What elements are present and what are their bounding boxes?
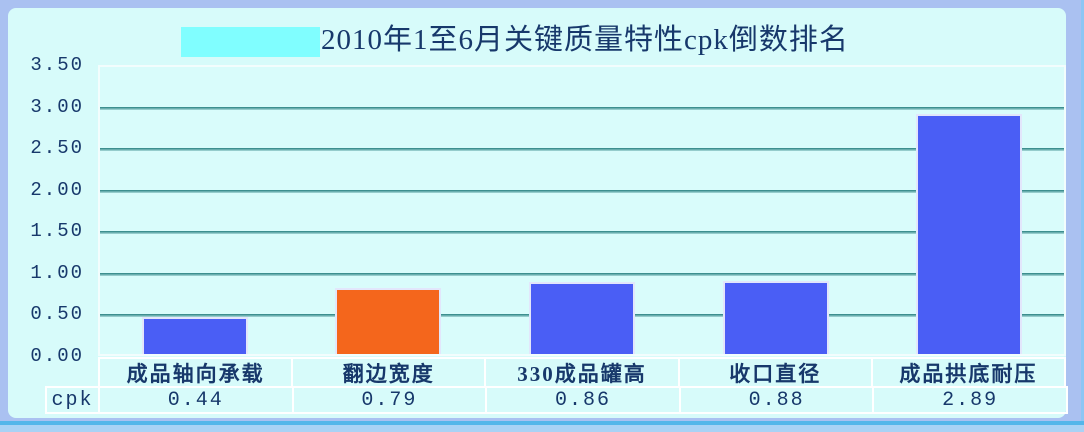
gridline: [100, 189, 1064, 193]
chart-panel: 2010年1至6月关键质量特性cpk倒数排名 3.50 3.00 2.50 2.00 1…: [8, 8, 1068, 418]
cpk-value: 0.44: [98, 388, 292, 412]
bar: [335, 288, 442, 354]
bottom-accent-line: [0, 421, 1084, 425]
cpk-value: 0.86: [485, 388, 679, 412]
bottom-band: [0, 425, 1084, 432]
cpk-value: 2.89: [872, 388, 1068, 412]
category-label: 330成品罐高: [484, 359, 677, 386]
gridline: [100, 106, 1064, 110]
y-tick-label: 0.00: [30, 345, 84, 367]
y-tick-label: 0.50: [30, 303, 84, 326]
chart-title: 2010年1至6月关键质量特性cpk倒数排名: [321, 24, 849, 56]
bar: [722, 281, 829, 354]
cpk-value: 0.88: [678, 388, 873, 412]
y-tick-label: 3.00: [30, 95, 84, 118]
plot-area: [98, 65, 1066, 356]
right-accent-line: [1081, 0, 1084, 432]
gridline: [100, 231, 1064, 235]
cpk-value-row: cpk 0.44 0.79 0.86 0.88 2.89: [45, 386, 1068, 414]
category-label: 翻边宽度: [291, 359, 484, 386]
title-highlight: [181, 27, 320, 57]
y-tick-label: 2.00: [30, 178, 84, 201]
category-row: 成品轴向承载 翻边宽度 330成品罐高 收口直径 成品拱底耐压: [98, 357, 1067, 386]
category-label: 成品轴向承载: [98, 359, 291, 386]
y-tick-label: 1.00: [30, 261, 84, 284]
gridline: [100, 148, 1064, 152]
cpk-row-label: cpk: [45, 388, 98, 412]
bar: [529, 282, 635, 354]
category-label: 成品拱底耐压: [870, 359, 1067, 386]
category-label: 收口直径: [677, 359, 871, 386]
y-tick-label: 3.50: [30, 54, 84, 76]
bar: [916, 114, 1023, 354]
y-tick-label: 1.50: [30, 220, 84, 243]
y-tick-label: 2.50: [30, 137, 84, 160]
bar: [141, 317, 248, 354]
cpk-value: 0.79: [291, 388, 486, 412]
gridline: [100, 272, 1064, 276]
